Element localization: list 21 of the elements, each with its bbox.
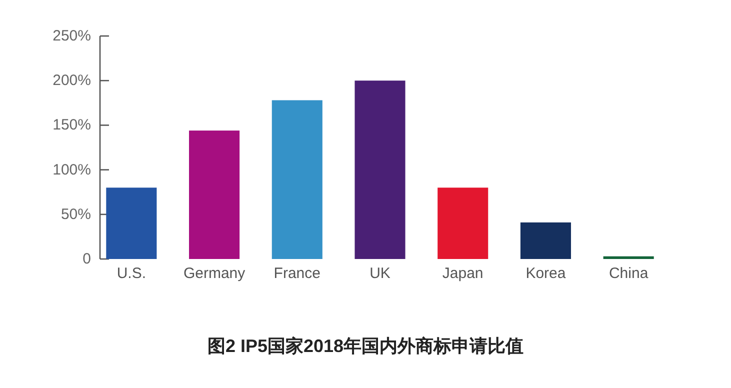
text: 图2 IP5国家2018年国内外商标申请比值: [207, 336, 524, 356]
y-tick-label: 100%: [52, 161, 91, 178]
bar: [354, 80, 406, 259]
bar: [106, 188, 157, 259]
bar: [189, 130, 240, 259]
bar: [603, 256, 654, 259]
bar: [438, 188, 488, 259]
x-tick-label: France: [274, 265, 320, 282]
x-tick-label: Japan: [442, 265, 484, 282]
bar: [520, 222, 571, 259]
y-tick-label: 50%: [60, 206, 91, 223]
x-tick-label: Germany: [183, 265, 246, 282]
x-tick-label: China: [608, 265, 649, 282]
y-tick-label: 0: [82, 250, 91, 268]
x-tick-label: UK: [370, 265, 390, 282]
y-tick-label: 200%: [52, 72, 91, 90]
x-tick-label: U.S.: [116, 265, 146, 282]
y-tick-label: 150%: [52, 116, 91, 134]
bar: [272, 100, 322, 259]
y-tick-label: 250%: [52, 28, 91, 44]
x-tick-label: Korea: [526, 265, 566, 282]
